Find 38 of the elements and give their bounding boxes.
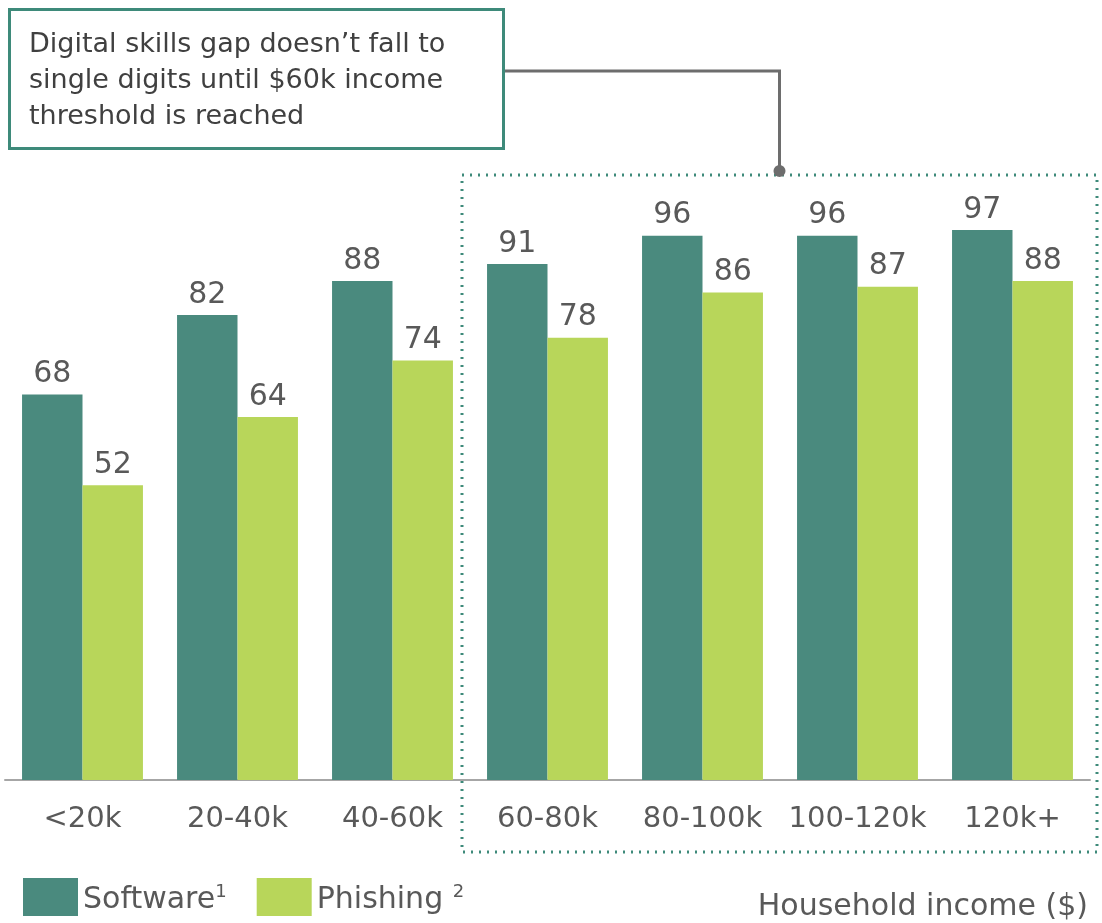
- x-axis-title: Household income ($): [757, 886, 1089, 922]
- data-label: 96: [653, 195, 692, 231]
- bar: [1012, 281, 1073, 780]
- data-label: 88: [1023, 240, 1062, 276]
- bar: [797, 235, 858, 780]
- x-tick-label: <20k: [43, 799, 122, 834]
- legend-label: Phishing 2: [316, 879, 465, 915]
- bar: [952, 230, 1013, 780]
- data-label: 86: [713, 251, 752, 287]
- bar: [332, 281, 393, 780]
- data-label: 88: [343, 240, 382, 276]
- data-label: 82: [188, 274, 227, 310]
- bar: [487, 264, 548, 780]
- data-label: 74: [403, 319, 442, 355]
- bar: [392, 360, 453, 780]
- x-tick-label: 60-80k: [496, 799, 599, 834]
- bar: [857, 286, 918, 780]
- data-label: 97: [963, 189, 1002, 225]
- data-label: 96: [808, 195, 847, 231]
- bar: [642, 235, 703, 780]
- data-label: 78: [558, 297, 597, 333]
- data-label: 87: [868, 246, 907, 282]
- x-tick-label: 20-40k: [186, 799, 289, 834]
- data-label: 91: [498, 223, 537, 259]
- bar: [702, 292, 763, 780]
- bar: [237, 417, 298, 780]
- x-tick-label: 80-100k: [642, 799, 763, 834]
- bar: [82, 485, 143, 780]
- text: Digital skills gap doesn’t fall to single digits until $60k income threshold is reached: [29, 26, 447, 132]
- x-tick-label: 100-120k: [788, 799, 927, 834]
- bar: [22, 394, 83, 780]
- data-label: 68: [33, 353, 72, 389]
- data-label: 64: [248, 376, 287, 412]
- data-label: 52: [93, 444, 132, 480]
- x-tick-label: 120k+: [964, 799, 1061, 834]
- bar: [177, 315, 238, 780]
- x-tick-label: 40-60k: [341, 799, 444, 834]
- bar: [547, 337, 608, 780]
